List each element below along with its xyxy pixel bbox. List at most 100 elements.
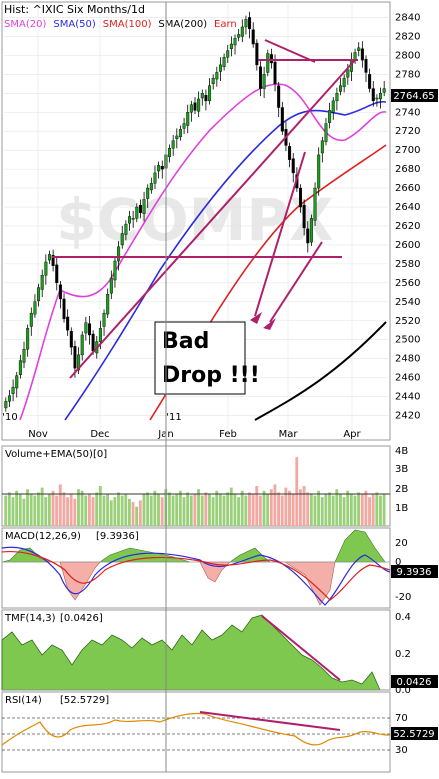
volume-bar	[364, 490, 368, 526]
volume-bar	[218, 494, 222, 526]
rsi-last-value: 52.5729	[393, 729, 434, 740]
candle-body	[233, 38, 237, 46]
candle-body	[80, 334, 84, 356]
candle	[62, 293, 66, 323]
volume-bar	[77, 489, 80, 526]
volume-bar	[273, 484, 277, 526]
volume-bar	[109, 500, 113, 526]
volume-bar	[18, 494, 22, 526]
candle-body	[66, 316, 70, 331]
candle-body	[26, 328, 30, 350]
candle-body	[182, 123, 186, 129]
candle	[189, 100, 193, 122]
candle	[379, 87, 383, 109]
last-price-value: 2764.65	[393, 91, 434, 102]
candle-body	[120, 233, 124, 246]
volume-bar	[317, 490, 321, 526]
volume-bar	[186, 492, 190, 526]
volume-tick-label: 3B	[395, 464, 408, 475]
tmf-y-axis: 0.4 0.2 0.0	[395, 612, 411, 696]
price-tick-label: 2560	[395, 278, 420, 289]
volume-bar	[178, 490, 182, 526]
candle-body	[109, 277, 113, 294]
volume-bar	[15, 490, 19, 526]
volume-tick-label: 2B	[395, 484, 408, 495]
candle	[131, 210, 135, 228]
candle	[124, 220, 128, 241]
price-tick-label: 2520	[395, 316, 420, 327]
volume-bar	[22, 498, 26, 526]
candle	[255, 39, 259, 71]
candle	[22, 341, 26, 369]
volume-bar	[153, 490, 157, 526]
candle-body	[197, 98, 201, 112]
indicator-tick-label: 20	[395, 538, 408, 549]
volume-bar	[342, 497, 346, 526]
candle-body	[371, 88, 375, 102]
candle	[29, 307, 33, 336]
candle-body	[98, 328, 102, 342]
legend-entry: SMA(200)	[158, 19, 207, 30]
macd-last-tag	[391, 565, 438, 578]
candle	[215, 66, 219, 87]
year-label: '10	[2, 412, 17, 423]
volume-y-axis: 4B 3B 2B 1B	[395, 446, 408, 514]
candle	[168, 144, 172, 163]
tmf-last-value: 0.0426	[397, 677, 432, 688]
volume-bar	[375, 492, 379, 526]
candle-body	[157, 165, 161, 172]
candle	[178, 125, 182, 141]
candle-body	[299, 187, 303, 208]
candle-body	[208, 85, 212, 102]
indicator-tick-label: 0	[395, 557, 401, 568]
volume-bar	[135, 506, 139, 526]
candle	[360, 41, 364, 68]
candle	[193, 97, 197, 115]
volume-bar	[37, 492, 40, 526]
candle	[106, 288, 110, 318]
indicator-tick-label: 0.0	[395, 685, 411, 696]
candle	[258, 61, 262, 97]
volume-bar	[277, 492, 280, 526]
candle-body	[313, 187, 317, 221]
volume-bar	[357, 492, 361, 526]
candle-body	[18, 360, 22, 375]
volume-bar	[58, 484, 62, 526]
candle	[237, 28, 241, 42]
candle-body	[269, 54, 273, 64]
candle-body	[51, 255, 55, 266]
price-tick-label: 2480	[395, 354, 420, 365]
candle	[368, 68, 372, 93]
volume-bar	[127, 498, 131, 526]
candle-body	[302, 204, 306, 229]
volume-bar	[262, 490, 266, 526]
price-tick-label: 2440	[395, 392, 420, 403]
candle	[84, 316, 88, 341]
candle-body	[331, 100, 335, 113]
candle-body	[273, 61, 277, 85]
volume-bar	[124, 494, 128, 526]
candle-body	[382, 88, 386, 93]
candle-body	[291, 158, 295, 174]
candle-body	[87, 323, 91, 336]
volume-bar	[11, 497, 15, 526]
volume-bar	[44, 497, 48, 526]
candle	[248, 11, 252, 39]
candle-body	[58, 284, 62, 300]
price-tick-label: 2600	[395, 240, 420, 251]
candle-body	[342, 77, 346, 87]
volume-bar	[288, 490, 291, 526]
legend-entry: SMA(20)	[4, 19, 46, 30]
volume-bar	[142, 494, 146, 526]
candle-body	[360, 48, 364, 61]
volume-bar	[222, 495, 226, 526]
volume-bar	[84, 495, 88, 526]
volume-bar	[237, 497, 240, 526]
candle	[309, 214, 313, 246]
candle-body	[277, 85, 281, 108]
candle-body	[44, 261, 48, 276]
candle	[244, 15, 248, 35]
volume-bar	[80, 490, 84, 526]
candle-body	[328, 110, 332, 123]
